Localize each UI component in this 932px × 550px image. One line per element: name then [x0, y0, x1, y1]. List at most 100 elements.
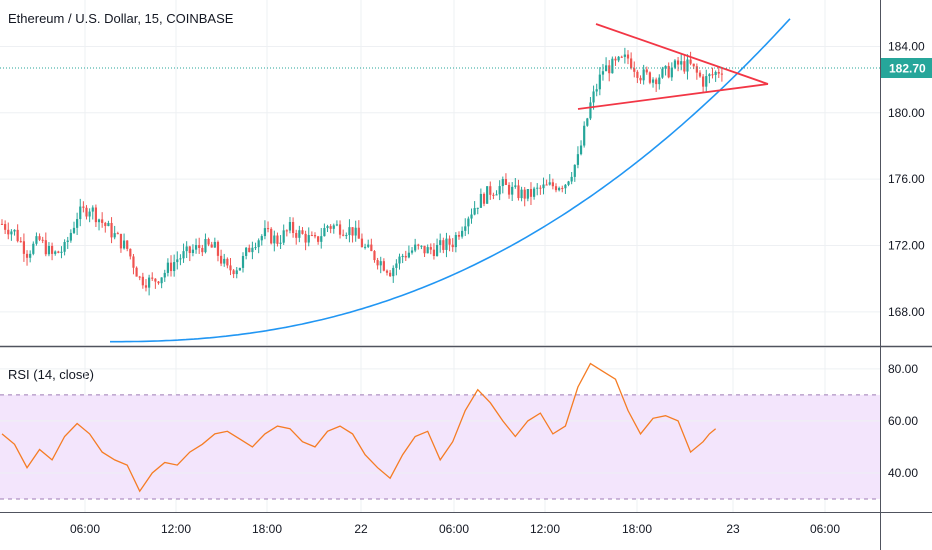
candle-body: [720, 73, 723, 75]
candle-body: [220, 255, 223, 264]
candle-body: [454, 235, 457, 248]
candle-body: [379, 261, 382, 266]
price-tick-label: 172.00: [888, 238, 925, 252]
candle-body: [173, 262, 176, 272]
candle-body: [320, 236, 323, 242]
triangle-lower-line: [577, 83, 769, 110]
candle-body: [69, 232, 72, 241]
candle-body: [313, 235, 317, 237]
candle-body: [545, 184, 548, 186]
candle-body: [705, 76, 708, 87]
candle-body: [432, 249, 436, 257]
candle-body: [548, 182, 551, 185]
candle-body: [204, 238, 207, 253]
candle-body: [301, 230, 304, 234]
time-tick-label: 23: [726, 522, 740, 536]
candle-body: [345, 235, 348, 237]
candle-body: [132, 256, 135, 268]
candle-body: [417, 244, 420, 246]
candle-body: [101, 219, 104, 223]
candle-body: [122, 240, 126, 249]
candle-body: [304, 233, 307, 243]
candle-body: [401, 255, 404, 257]
candle-body: [44, 240, 47, 255]
candle-body: [711, 74, 714, 76]
candle-body: [298, 230, 301, 238]
candle-body: [708, 74, 711, 77]
candle-body: [104, 222, 107, 227]
last-price-label: 182.70: [889, 62, 926, 76]
candle-body: [160, 277, 163, 284]
candle-body: [41, 239, 44, 241]
candle-body: [282, 230, 285, 243]
candle-body: [445, 238, 448, 250]
candle-body: [482, 193, 486, 204]
candle-body: [348, 227, 351, 236]
candle-body: [435, 244, 439, 257]
time-tick-label: 06:00: [70, 522, 100, 536]
time-tick-label: 12:00: [161, 522, 191, 536]
candle-body: [50, 245, 54, 254]
candle-body: [495, 194, 498, 196]
candle-body: [32, 243, 35, 254]
candle-body: [573, 164, 576, 177]
candle-body: [429, 247, 432, 250]
price-tick-label: 180.00: [888, 106, 925, 120]
candle-body: [526, 189, 529, 199]
rsi-tick-label: 60.00: [888, 414, 918, 428]
candle-body: [589, 102, 592, 119]
candle-body: [354, 227, 357, 236]
candle-body: [241, 255, 245, 268]
candle-body: [113, 233, 116, 238]
time-tick-label: 18:00: [252, 522, 282, 536]
candle-body: [38, 236, 41, 240]
candle-body: [91, 207, 94, 212]
candle-body: [35, 236, 38, 244]
candle-body: [288, 222, 292, 231]
candle-body: [423, 245, 426, 254]
candle-body: [539, 187, 542, 189]
candle-body: [492, 194, 495, 196]
candle-body: [667, 65, 670, 78]
candle-body: [533, 188, 536, 197]
candle-body: [376, 260, 379, 266]
candle-body: [22, 241, 26, 254]
candle-body: [464, 226, 467, 231]
rsi-tick-label: 80.00: [888, 362, 918, 376]
candle-body: [370, 244, 373, 252]
candle-body: [270, 228, 273, 244]
candle-body: [273, 235, 276, 244]
candle-body: [19, 241, 22, 243]
candle-body: [107, 222, 110, 227]
candle-body: [592, 91, 595, 103]
candle-body: [185, 246, 188, 252]
candle-body: [601, 71, 605, 75]
rsi-band: [0, 394, 880, 499]
candle-body: [144, 285, 148, 288]
candle-body: [426, 247, 429, 254]
candle-body: [623, 54, 626, 57]
candle-body: [163, 272, 166, 278]
candle-body: [564, 184, 567, 189]
candle-body: [335, 224, 339, 226]
candle-body: [658, 77, 661, 85]
candle-body: [451, 244, 454, 248]
candle-body: [414, 244, 417, 251]
candle-body: [567, 181, 570, 185]
candle-body: [226, 258, 229, 266]
candle-body: [148, 277, 151, 288]
candle-body: [614, 58, 617, 61]
candle-body: [457, 235, 461, 237]
candle-body: [673, 60, 677, 68]
candle-body: [501, 179, 504, 187]
candle-body: [254, 247, 257, 249]
candle-body: [210, 244, 213, 248]
candle-body: [404, 255, 407, 258]
candle-body: [517, 185, 520, 199]
candle-body: [389, 272, 392, 277]
candle-body: [57, 251, 60, 253]
candle-body: [576, 154, 580, 165]
candle-body: [373, 251, 376, 261]
candle-body: [248, 247, 251, 253]
